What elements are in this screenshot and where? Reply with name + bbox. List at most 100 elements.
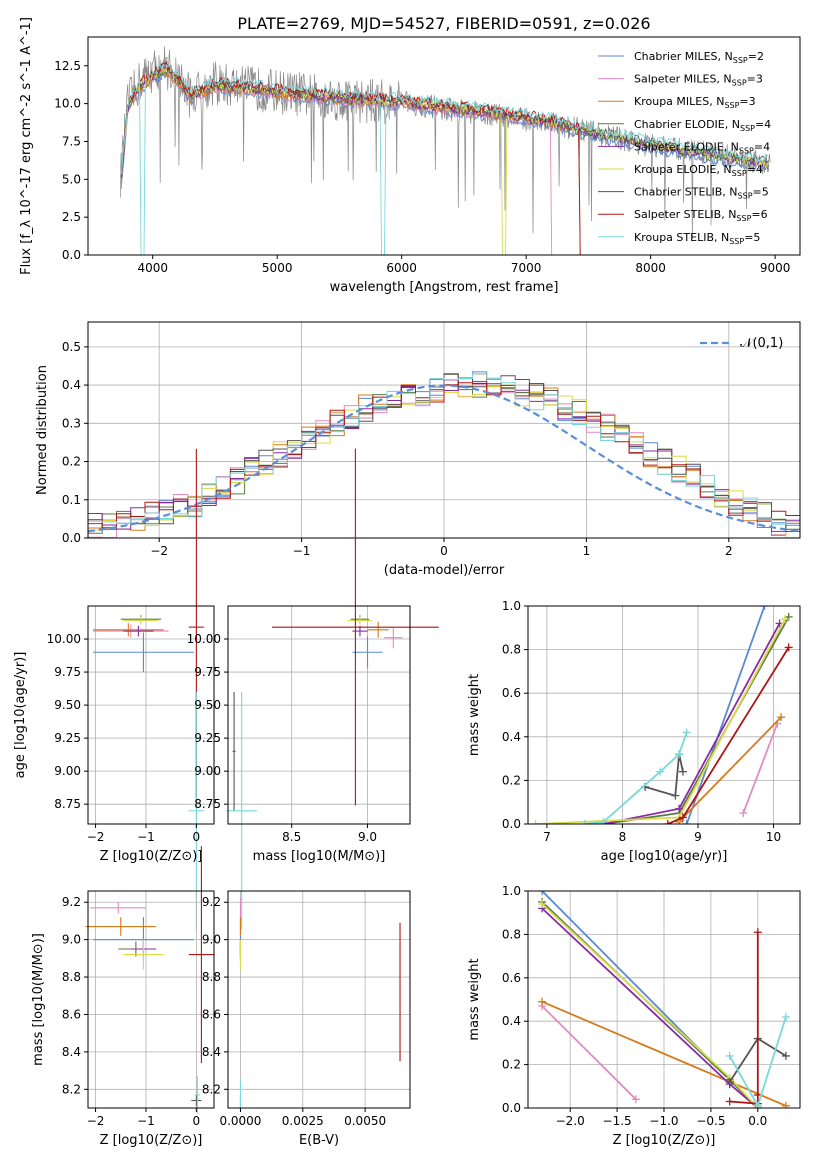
axes-frame	[87, 605, 215, 825]
y-tick-label: 8.8	[202, 970, 221, 984]
x-tick-label: 0	[193, 1114, 201, 1128]
x-tick-label: −1.5	[603, 1114, 632, 1128]
x-axis-label: wavelength [Angstrom, rest frame]	[330, 280, 559, 295]
y-tick-label: 9.75	[54, 665, 81, 679]
y-tick-label: 0.6	[502, 686, 521, 700]
plus-marker	[671, 791, 680, 800]
mass-weight-vs-age-panel: 7 8 9 10 0.0 0.2 0.4 0.6 0.8 1.0 age [log10(age/yr…	[467, 599, 801, 864]
plus-marker	[780, 615, 789, 624]
legend-label: Chabrier ELODIE, NSSP=4	[634, 118, 771, 133]
x-tick-label: 2	[725, 544, 733, 558]
legend-label: Salpeter MILES, NSSP=3	[634, 73, 763, 88]
x-tick-label: −2	[150, 544, 168, 558]
legend-label: Kroupa STELIB, NSSP=5	[634, 231, 760, 246]
x-tick-label: 7	[543, 830, 551, 844]
y-tick-label: 0.6	[502, 971, 521, 985]
y-tick-label: 0.4	[502, 730, 521, 744]
plus-marker	[663, 820, 672, 824]
x-tick-label: 0	[440, 544, 448, 558]
legend-text: Salpeter STELIB, N	[634, 208, 736, 221]
plus-marker	[580, 820, 589, 824]
legend-text: Chabrier MILES, N	[634, 50, 733, 63]
x-tick-label: 0.0050	[344, 1114, 386, 1128]
plus-marker	[631, 1095, 640, 1104]
y-tick-label: 0.2	[62, 455, 81, 469]
plus-marker	[784, 643, 793, 652]
x-tick-label: 9000	[760, 261, 791, 275]
y-tick-label: 9.50	[54, 698, 81, 712]
weight-line	[685, 606, 766, 824]
y-tick-label: 8.8	[62, 970, 81, 984]
x-axis-label: age [log10(age/yr)]	[601, 849, 728, 864]
x-tick-label: 0.0025	[282, 1114, 324, 1128]
y-tick-label: 2.5	[62, 210, 81, 224]
y-tick-label: 9.0	[62, 933, 81, 947]
plus-marker	[675, 750, 684, 759]
y-tick-label: 10.00	[187, 632, 221, 646]
plus-marker	[599, 817, 608, 824]
x-axis-label: (data-model)/error	[384, 563, 505, 578]
x-tick-label: 0.0	[748, 1114, 767, 1128]
y-tick-label: 0.4	[502, 1014, 521, 1028]
x-axis-label: Z [log10(Z/Z⊙)]	[613, 1133, 716, 1148]
y-tick-label: 8.4	[202, 1045, 221, 1059]
plot-area	[239, 898, 401, 1110]
normal-curve	[87, 384, 801, 533]
y-tick-label: 9.0	[202, 933, 221, 947]
y-tick-label: 0.0	[62, 531, 81, 545]
y-tick-label: 0.4	[62, 378, 81, 392]
x-tick-label: 8000	[635, 261, 666, 275]
plus-marker	[760, 606, 769, 610]
axes-frame	[87, 321, 801, 539]
legend-text: Salpeter ELODIE, N	[634, 140, 739, 153]
plus-marker	[781, 1051, 790, 1060]
weight-line	[678, 716, 782, 823]
x-axis-label: E(B-V)	[299, 1133, 339, 1148]
plot-area	[120, 46, 771, 255]
model-spectrum	[121, 63, 769, 255]
plus-marker	[725, 1097, 734, 1106]
legend-subscript: SSP	[733, 56, 748, 65]
plus-marker	[777, 713, 786, 722]
age-vs-metallicity-panel: −2 −1 0 8.75 9.00 9.25 9.50 9.75 10.00 Z [log10(Z…	[13, 448, 215, 930]
y-tick-label: 0.8	[502, 927, 521, 941]
y-tick-label: 9.2	[202, 895, 221, 909]
weight-line	[541, 1005, 637, 1100]
y-tick-label: 0.2	[502, 773, 521, 787]
x-tick-label: −2.0	[556, 1114, 585, 1128]
y-tick-label: 10.00	[47, 632, 81, 646]
axes-frame	[227, 605, 411, 825]
x-tick-label: −1	[293, 544, 311, 558]
legend-subscript: SSP	[732, 79, 747, 88]
plot-area	[226, 448, 439, 930]
y-axis-label: Normed distribution	[35, 365, 50, 495]
x-tick-label: 9	[694, 830, 702, 844]
axes-frame	[87, 36, 801, 256]
y-tick-label: 8.75	[194, 797, 221, 811]
y-tick-label: 0.0	[502, 817, 521, 831]
y-tick-label: 9.00	[194, 764, 221, 778]
plus-marker	[682, 728, 691, 737]
histogram-step	[88, 373, 800, 532]
legend-value: =6	[751, 208, 767, 221]
plus-marker	[725, 1077, 734, 1086]
legend-text: Kroupa STELIB, N	[634, 231, 729, 244]
plus-marker	[538, 891, 547, 895]
x-tick-label: −1.0	[649, 1114, 678, 1128]
x-tick-label: 5000	[262, 261, 293, 275]
legend-subscript: SSP	[738, 192, 753, 201]
y-tick-label: 8.2	[62, 1082, 81, 1096]
legend-text: Kroupa ELODIE, N	[634, 163, 732, 176]
legend-subscript: SSP	[739, 146, 754, 155]
plus-marker	[725, 1051, 734, 1060]
x-axis-label: Z [log10(Z/Z⊙)]	[100, 1133, 203, 1148]
y-tick-label: 8.6	[202, 1007, 221, 1021]
x-tick-label: −1	[137, 1114, 155, 1128]
weight-line	[541, 907, 759, 1108]
y-tick-label: 0.1	[62, 493, 81, 507]
legend-subscript: SSP	[736, 214, 751, 223]
axes-frame	[227, 890, 411, 1109]
legend-subscript: SSP	[740, 124, 755, 133]
x-tick-label: 6000	[386, 261, 417, 275]
legend-label: 𝒩(0,1)	[740, 336, 783, 351]
